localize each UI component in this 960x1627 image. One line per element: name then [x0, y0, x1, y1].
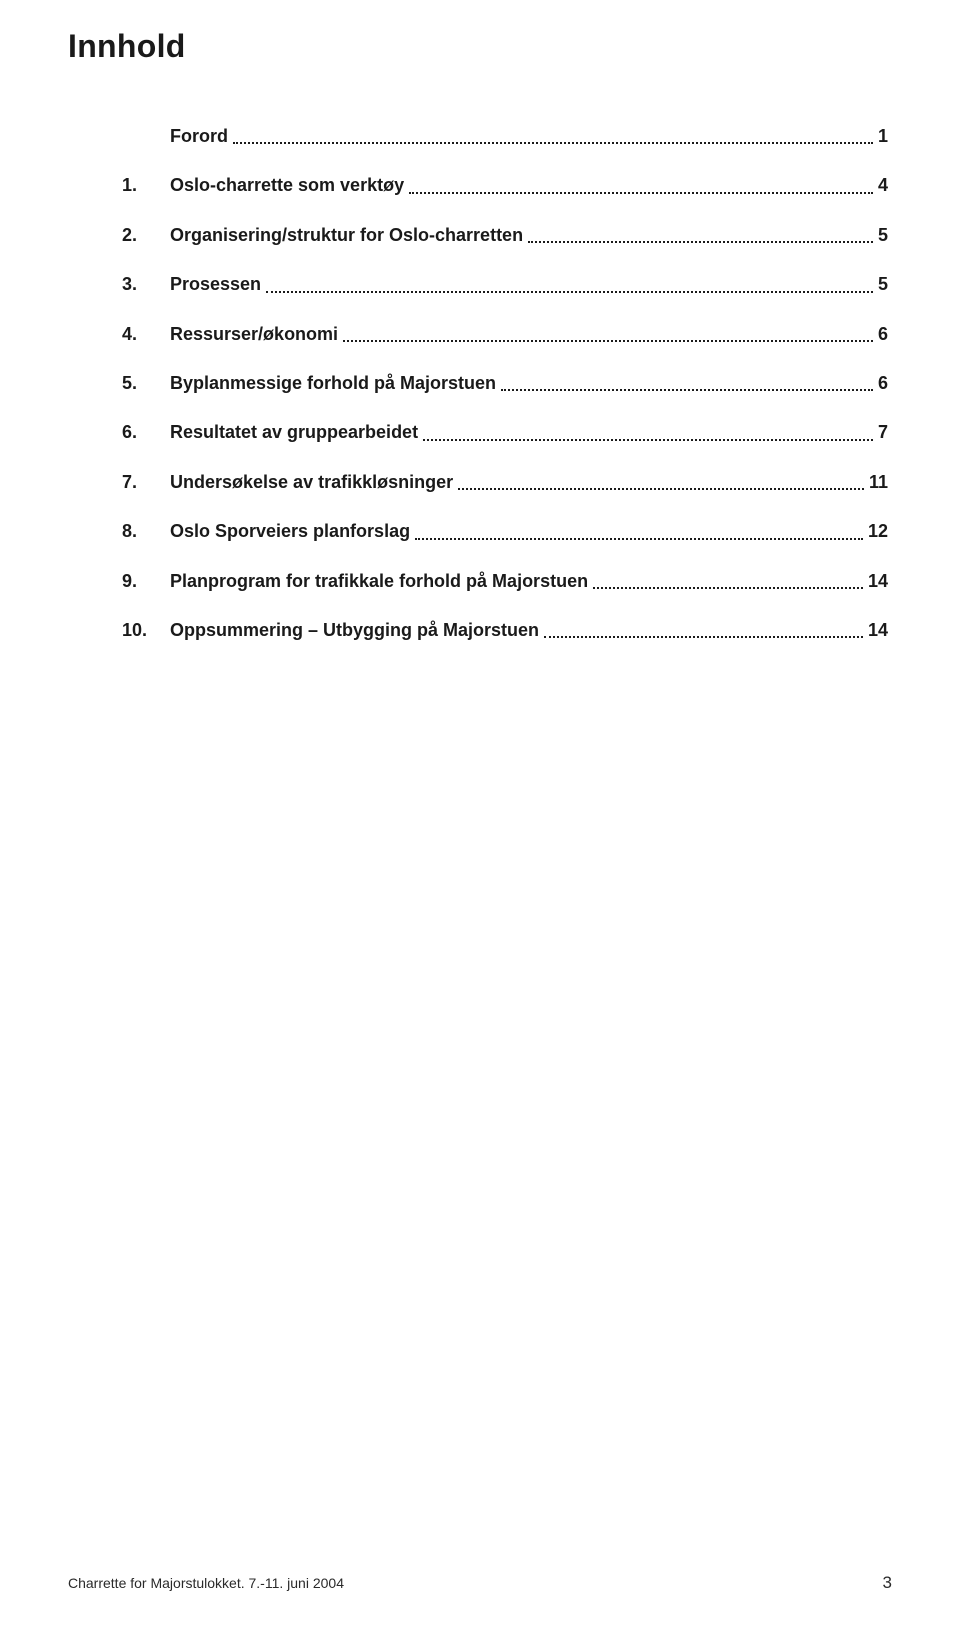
- toc-entry: 5.Byplanmessige forhold på Majorstuen 6: [122, 372, 888, 395]
- toc-entry-page: 14: [868, 570, 888, 593]
- toc-entry-page: 4: [878, 174, 888, 197]
- toc-entry-page: 7: [878, 421, 888, 444]
- toc-entry-title: Ressurser/økonomi: [170, 323, 338, 346]
- footer-text: Charrette for Majorstulokket. 7.-11. jun…: [68, 1575, 344, 1591]
- toc-entry-number: 9.: [122, 570, 170, 593]
- toc-leader-dots: [415, 538, 863, 540]
- toc-entry-number: 5.: [122, 372, 170, 395]
- toc-entry-page: 6: [878, 323, 888, 346]
- toc-entry-number: 4.: [122, 323, 170, 346]
- toc-entry-number: 1.: [122, 174, 170, 197]
- toc-entry: 8.Oslo Sporveiers planforslag 12: [122, 520, 888, 543]
- toc-entry: 2.Organisering/struktur for Oslo-charret…: [122, 224, 888, 247]
- toc-leader-dots: [343, 340, 873, 342]
- toc-entry: 7.Undersøkelse av trafikkløsninger 11: [122, 471, 888, 494]
- toc-entry: 1.Oslo-charrette som verktøy 4: [122, 174, 888, 197]
- table-of-contents: Forord 1 1.Oslo-charrette som verktøy 4 2.Or…: [68, 125, 892, 642]
- toc-entry-number: 3.: [122, 273, 170, 296]
- toc-entry-page: 12: [868, 520, 888, 543]
- toc-entry-page: 1: [878, 125, 888, 148]
- toc-entry-number: 2.: [122, 224, 170, 247]
- page-number: 3: [883, 1573, 892, 1593]
- toc-leader-dots: [458, 488, 864, 490]
- document-page: Innhold Forord 1 1.Oslo-charrette som verk…: [0, 0, 960, 642]
- toc-entry: Forord 1: [122, 125, 888, 148]
- toc-entry-page: 14: [868, 619, 888, 642]
- toc-entry-number: 10.: [122, 619, 170, 642]
- toc-entry-title: Organisering/struktur for Oslo-charrette…: [170, 224, 523, 247]
- toc-entry-page: 5: [878, 224, 888, 247]
- toc-leader-dots: [501, 389, 873, 391]
- page-footer: Charrette for Majorstulokket. 7.-11. jun…: [0, 1573, 960, 1593]
- toc-leader-dots: [423, 439, 873, 441]
- toc-entry-title: Resultatet av gruppearbeidet: [170, 421, 418, 444]
- toc-entry-page: 11: [869, 471, 888, 494]
- toc-entry-page: 6: [878, 372, 888, 395]
- toc-entry-number: 7.: [122, 471, 170, 494]
- toc-entry: 9.Planprogram for trafikkale forhold på …: [122, 570, 888, 593]
- toc-entry-title: Oslo Sporveiers planforslag: [170, 520, 410, 543]
- toc-entry: 3.Prosessen 5: [122, 273, 888, 296]
- toc-entry-title: Oslo-charrette som verktøy: [170, 174, 404, 197]
- page-title: Innhold: [68, 28, 892, 65]
- toc-leader-dots: [593, 587, 863, 589]
- toc-entry-title: Undersøkelse av trafikkløsninger: [170, 471, 453, 494]
- toc-entry: 10.Oppsummering – Utbygging på Majorstue…: [122, 619, 888, 642]
- toc-leader-dots: [233, 142, 873, 144]
- toc-entry: 4.Ressurser/økonomi 6: [122, 323, 888, 346]
- toc-entry-number: 6.: [122, 421, 170, 444]
- toc-entry: 6.Resultatet av gruppearbeidet 7: [122, 421, 888, 444]
- toc-leader-dots: [544, 636, 863, 638]
- toc-entry-title: Prosessen: [170, 273, 261, 296]
- toc-leader-dots: [409, 192, 873, 194]
- toc-entry-title: Forord: [170, 125, 228, 148]
- toc-entry-number: 8.: [122, 520, 170, 543]
- toc-leader-dots: [528, 241, 873, 243]
- toc-leader-dots: [266, 291, 873, 293]
- toc-entry-title: Planprogram for trafikkale forhold på Ma…: [170, 570, 588, 593]
- toc-entry-title: Oppsummering – Utbygging på Majorstuen: [170, 619, 539, 642]
- toc-entry-page: 5: [878, 273, 888, 296]
- toc-entry-title: Byplanmessige forhold på Majorstuen: [170, 372, 496, 395]
